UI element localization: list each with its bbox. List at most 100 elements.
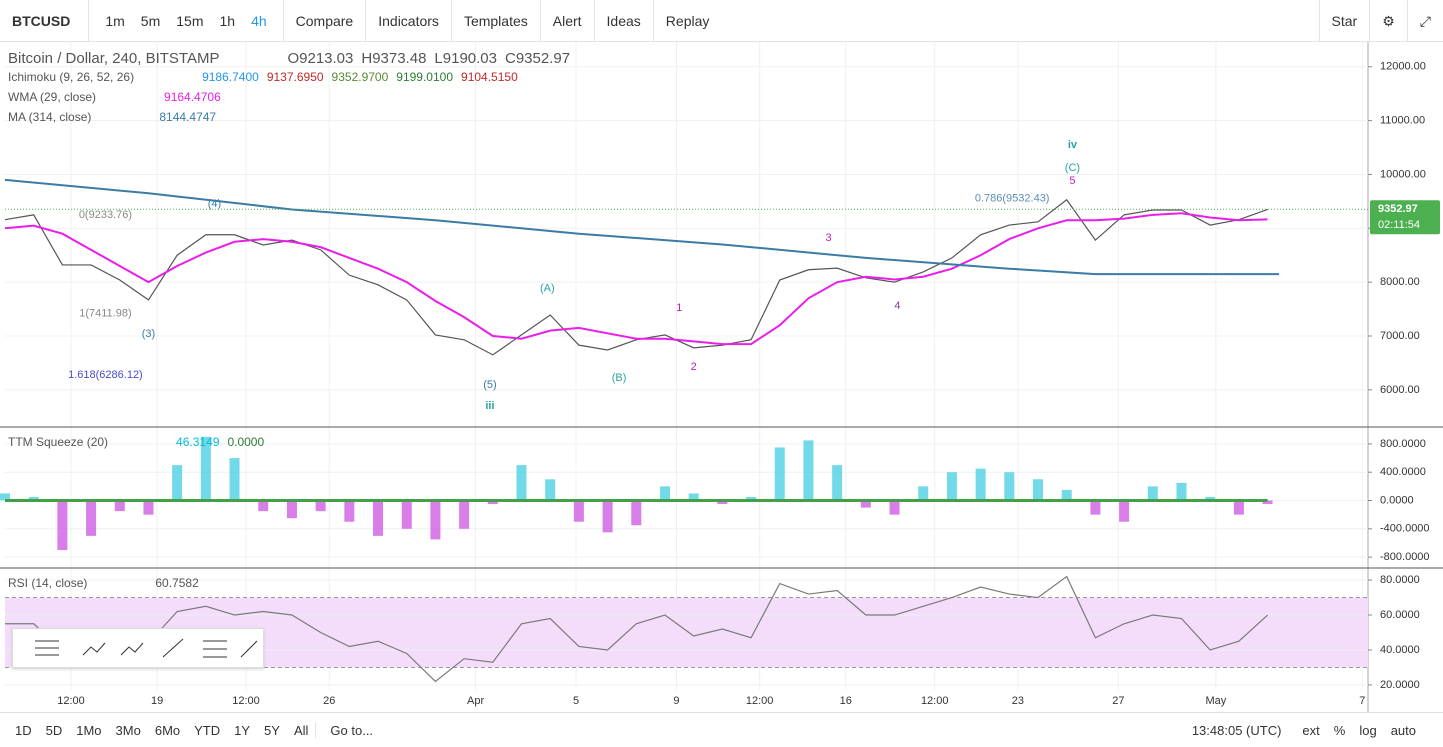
annotation: 2 [691, 361, 697, 373]
x-tick-label: 26 [323, 695, 335, 707]
y-tick-label: 40.0000 [1380, 644, 1420, 656]
option[interactable]: auto [1390, 722, 1416, 738]
legend-row: TTM Squeeze (20) 46.3149 0.0000 [8, 435, 264, 449]
x-tick-label: 27 [1112, 695, 1124, 707]
histogram-bar [430, 500, 441, 540]
histogram-bar [545, 479, 556, 501]
annotation: (B) [612, 372, 627, 384]
toolbar-button[interactable]: Ideas [593, 0, 653, 42]
symbol[interactable]: BTCUSD [0, 0, 90, 42]
x-tick-label: 19 [151, 695, 163, 707]
annotation: 1(7411.98) [79, 307, 131, 319]
legend-name[interactable]: TTM Squeeze (20) [8, 435, 109, 449]
legend-name[interactable]: RSI (14, close) [8, 576, 88, 590]
range[interactable]: All [293, 722, 309, 738]
range[interactable]: 1Mo [76, 722, 102, 738]
annotation: iv [1068, 139, 1078, 151]
x-tick-label: 12:00 [57, 695, 85, 707]
histogram-bar [200, 436, 211, 501]
toolbar-button[interactable]: Compare [282, 0, 366, 42]
range[interactable]: 6Mo [154, 722, 181, 738]
range[interactable]: YTD [194, 722, 221, 738]
histogram-bar [1147, 486, 1158, 501]
toolbar-button[interactable]: Indicators [365, 0, 451, 42]
histogram-bar [631, 500, 642, 526]
option[interactable]: log [1359, 722, 1377, 738]
toolbar-button[interactable]: Templates [450, 0, 540, 42]
legend-value: 9137.6950 [266, 70, 324, 84]
y-tick-label: -800.0000 [1380, 551, 1430, 563]
histogram-bar [1004, 472, 1015, 501]
interval[interactable]: 1m [105, 12, 125, 29]
annotation: (3) [142, 328, 155, 340]
interval[interactable]: 15m [176, 12, 204, 29]
annotation: (5) [483, 379, 496, 391]
histogram-bar [28, 496, 39, 501]
histogram-bar [258, 500, 269, 512]
y-tick-label: 80.0000 [1380, 574, 1420, 586]
annotation: (4) [208, 198, 221, 210]
histogram-bar [1262, 500, 1273, 505]
legend-value: 9199.0100 [396, 70, 454, 84]
interval[interactable]: 5m [140, 12, 161, 29]
toolbar-button[interactable]: Replay [652, 0, 722, 42]
annotation: iii [485, 400, 494, 412]
legend-value: C9352.97 [505, 50, 571, 67]
histogram-bar [1033, 479, 1044, 501]
x-tick-label: 9 [673, 695, 679, 707]
legend-name[interactable]: Ichimoku (9, 26, 52, 26) [8, 70, 135, 84]
star[interactable]: Star [1318, 0, 1370, 42]
y-tick-label: 6000.00 [1380, 384, 1420, 396]
histogram-bar [946, 472, 957, 501]
goto[interactable]: Go to... [315, 722, 380, 738]
legend-row: Ichimoku (9, 26, 52, 26) 9186.7400 9137.69… [8, 70, 518, 84]
chart: 12:00 19 12:00 26 Apr 5 9 12:00 16 12:00 23 27 May 71… [0, 42, 1443, 712]
histogram-bar [315, 500, 326, 512]
toolbar: BTCUSD 1m 5m 15m 1h 4h Compare Indicators Temp… [0, 0, 1443, 42]
legend-value: L9190.03 [434, 50, 497, 67]
interval[interactable]: 1h [219, 12, 236, 29]
drawing-toolbar[interactable] [12, 628, 264, 668]
range[interactable]: 5Y [264, 722, 280, 738]
histogram-bar [774, 447, 785, 501]
fullscreen[interactable]: ⤢ [1406, 0, 1443, 42]
histogram-bar [172, 465, 183, 501]
histogram-bar [143, 500, 154, 515]
countdown-label: 02:11:54 [1378, 219, 1420, 231]
intervals: 1m 5m 15m 1h 4h [89, 13, 282, 29]
histogram-bar [803, 440, 814, 501]
legend-name[interactable]: WMA (29, close) [8, 90, 97, 104]
interval[interactable]: 4h [251, 12, 267, 29]
option[interactable]: ext [1302, 722, 1320, 738]
range[interactable]: 1Y [234, 722, 251, 738]
annotation: 5 [1069, 175, 1075, 187]
option[interactable]: % [1333, 722, 1346, 738]
x-tick-label: 7 [1359, 695, 1365, 707]
histogram-bar [889, 500, 900, 515]
annotation: 1 [676, 302, 682, 314]
legend-name[interactable]: Bitcoin / Dollar, 240, BITSTAMP [8, 50, 220, 67]
range[interactable]: 5D [45, 722, 63, 738]
y-tick-label: 60.0000 [1380, 609, 1420, 621]
toolbar-button[interactable]: Alert [539, 0, 594, 42]
range[interactable]: 1D [15, 722, 32, 738]
series-line [5, 575, 1268, 683]
axis-panel [1368, 42, 1443, 712]
legend-value: 9352.9700 [331, 70, 389, 84]
histogram-bar [487, 500, 498, 505]
histogram-bar [1119, 500, 1130, 522]
settings[interactable]: ⚙ [1369, 0, 1407, 42]
histogram-bar [860, 500, 871, 508]
legend-name[interactable]: MA (314, close) [8, 110, 92, 124]
y-tick-label: 12000.00 [1380, 61, 1426, 73]
y-tick-label: 8000.00 [1380, 276, 1420, 288]
range[interactable]: 3Mo [115, 722, 141, 738]
legend-row: Bitcoin / Dollar, 240, BITSTAMP O9213.03 H… [8, 50, 570, 67]
y-tick-label: 400.0000 [1380, 466, 1426, 478]
legend-value: 0.0000 [227, 435, 265, 449]
legend-value: 8144.4747 [159, 110, 217, 124]
x-tick-label: 12:00 [232, 695, 260, 707]
x-tick-label: 16 [840, 695, 852, 707]
legend-row: RSI (14, close) 60.7582 [8, 576, 199, 590]
